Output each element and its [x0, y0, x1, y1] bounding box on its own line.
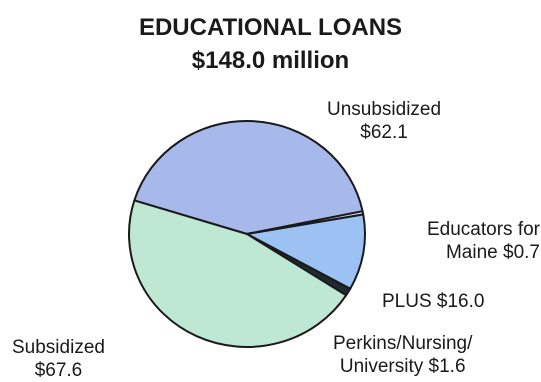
label-educators: Educators for Maine $0.7 [388, 218, 540, 264]
label-unsubsidized-line1: Unsubsidized [327, 99, 442, 120]
label-perkins: Perkins/Nursing/ University $1.6 [333, 332, 472, 378]
pie-slice-unsubsidized [133, 120, 364, 235]
label-perkins-line2: University $1.6 [339, 356, 466, 377]
chart-title: EDUCATIONAL LOANS [138, 14, 403, 41]
label-subsidized-line1: Subsidized [12, 337, 105, 358]
label-educators-line2: Maine $0.7 [445, 242, 540, 263]
label-subsidized: Subsidized $67.6 [12, 336, 105, 382]
pie-slice-plus [246, 213, 366, 290]
label-educators-line1: Educators for [427, 219, 540, 240]
label-unsubsidized-line2: $62.1 [360, 122, 408, 143]
label-perkins-line1: Perkins/Nursing/ [333, 333, 473, 354]
chart-subtitle: $148.0 million [191, 47, 350, 74]
label-plus: PLUS $16.0 [382, 290, 484, 313]
label-subsidized-line2: $67.6 [34, 360, 83, 381]
label-unsubsidized: Unsubsidized $62.1 [327, 98, 441, 144]
pie-slices [128, 120, 366, 348]
label-plus-line1: PLUS $16.0 [382, 291, 485, 312]
pie-slice-subsidized [128, 199, 348, 348]
